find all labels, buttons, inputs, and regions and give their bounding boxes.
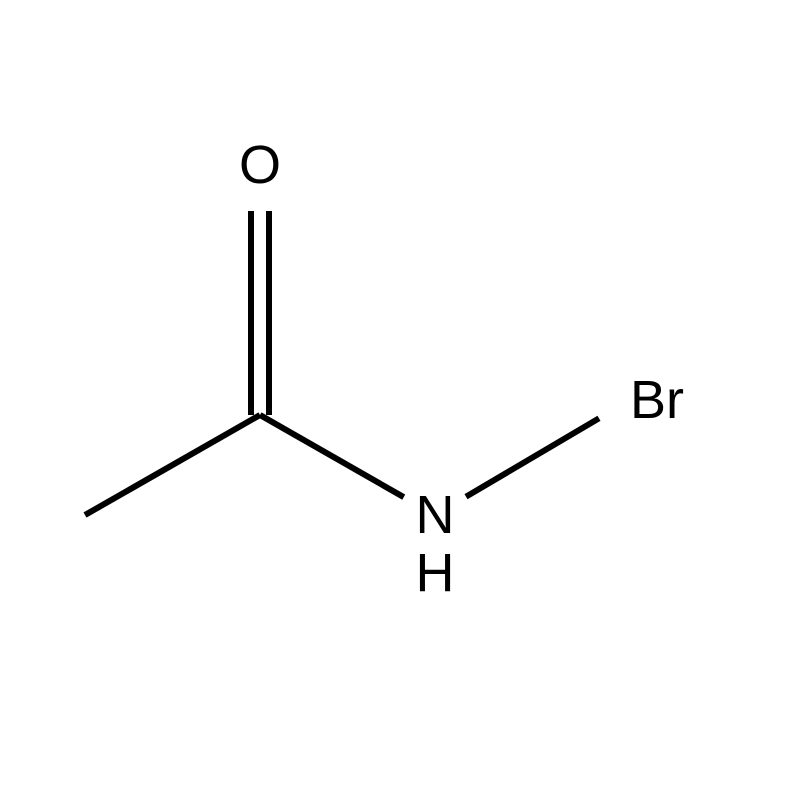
atom-label-br: Br xyxy=(630,370,684,430)
bond-single xyxy=(85,415,260,515)
molecule-canvas: O NH Br xyxy=(0,0,800,800)
bond-single xyxy=(260,415,404,497)
atom-label-o: O xyxy=(239,135,281,195)
atom-label-n: N xyxy=(416,485,455,545)
bond-single xyxy=(466,418,599,496)
atom-sublabel-h: H xyxy=(416,543,455,603)
